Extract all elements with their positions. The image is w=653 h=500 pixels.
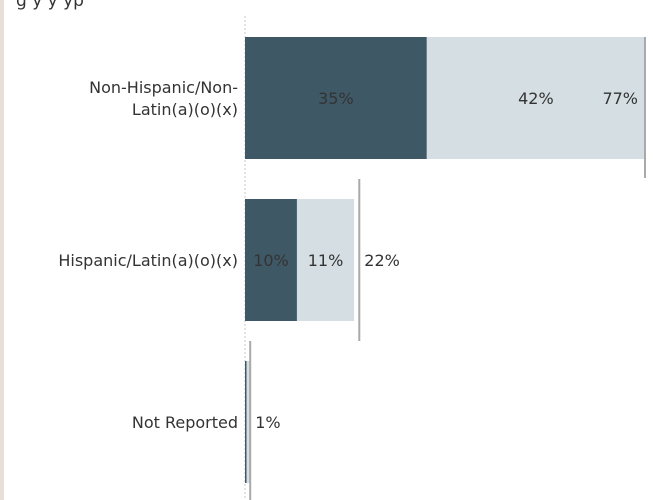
segment-value-label: 35% [318,89,354,108]
total-value-label: 22% [364,251,400,270]
category-label-line: Latin(a)(o)(x) [132,100,238,119]
bar-segment [246,361,251,483]
segment-value-label: 11% [308,251,344,270]
segment-value-label: 10% [253,251,289,270]
category-label: Non-Hispanic/Non- Latin(a)(o)(x) [89,78,238,119]
bar-segment [426,37,645,159]
total-value-label: 77% [602,89,638,108]
bar-segment [296,199,355,321]
category-label: Not Reported [132,413,238,432]
left-edge-strip [0,0,4,500]
segment-value-label: 42% [518,89,554,108]
bar-segment [245,37,427,159]
chart-title: g y y yp [16,0,84,11]
category-label-line: Non-Hispanic/Non- [89,78,238,97]
total-value-label: 1% [255,413,280,432]
category-label-line: Not Reported [132,413,238,432]
bar-segment [245,361,247,483]
category-label: Hispanic/Latin(a)(o)(x) [58,251,238,270]
bar-segment [245,199,297,321]
category-label-line: Hispanic/Latin(a)(o)(x) [58,251,238,270]
